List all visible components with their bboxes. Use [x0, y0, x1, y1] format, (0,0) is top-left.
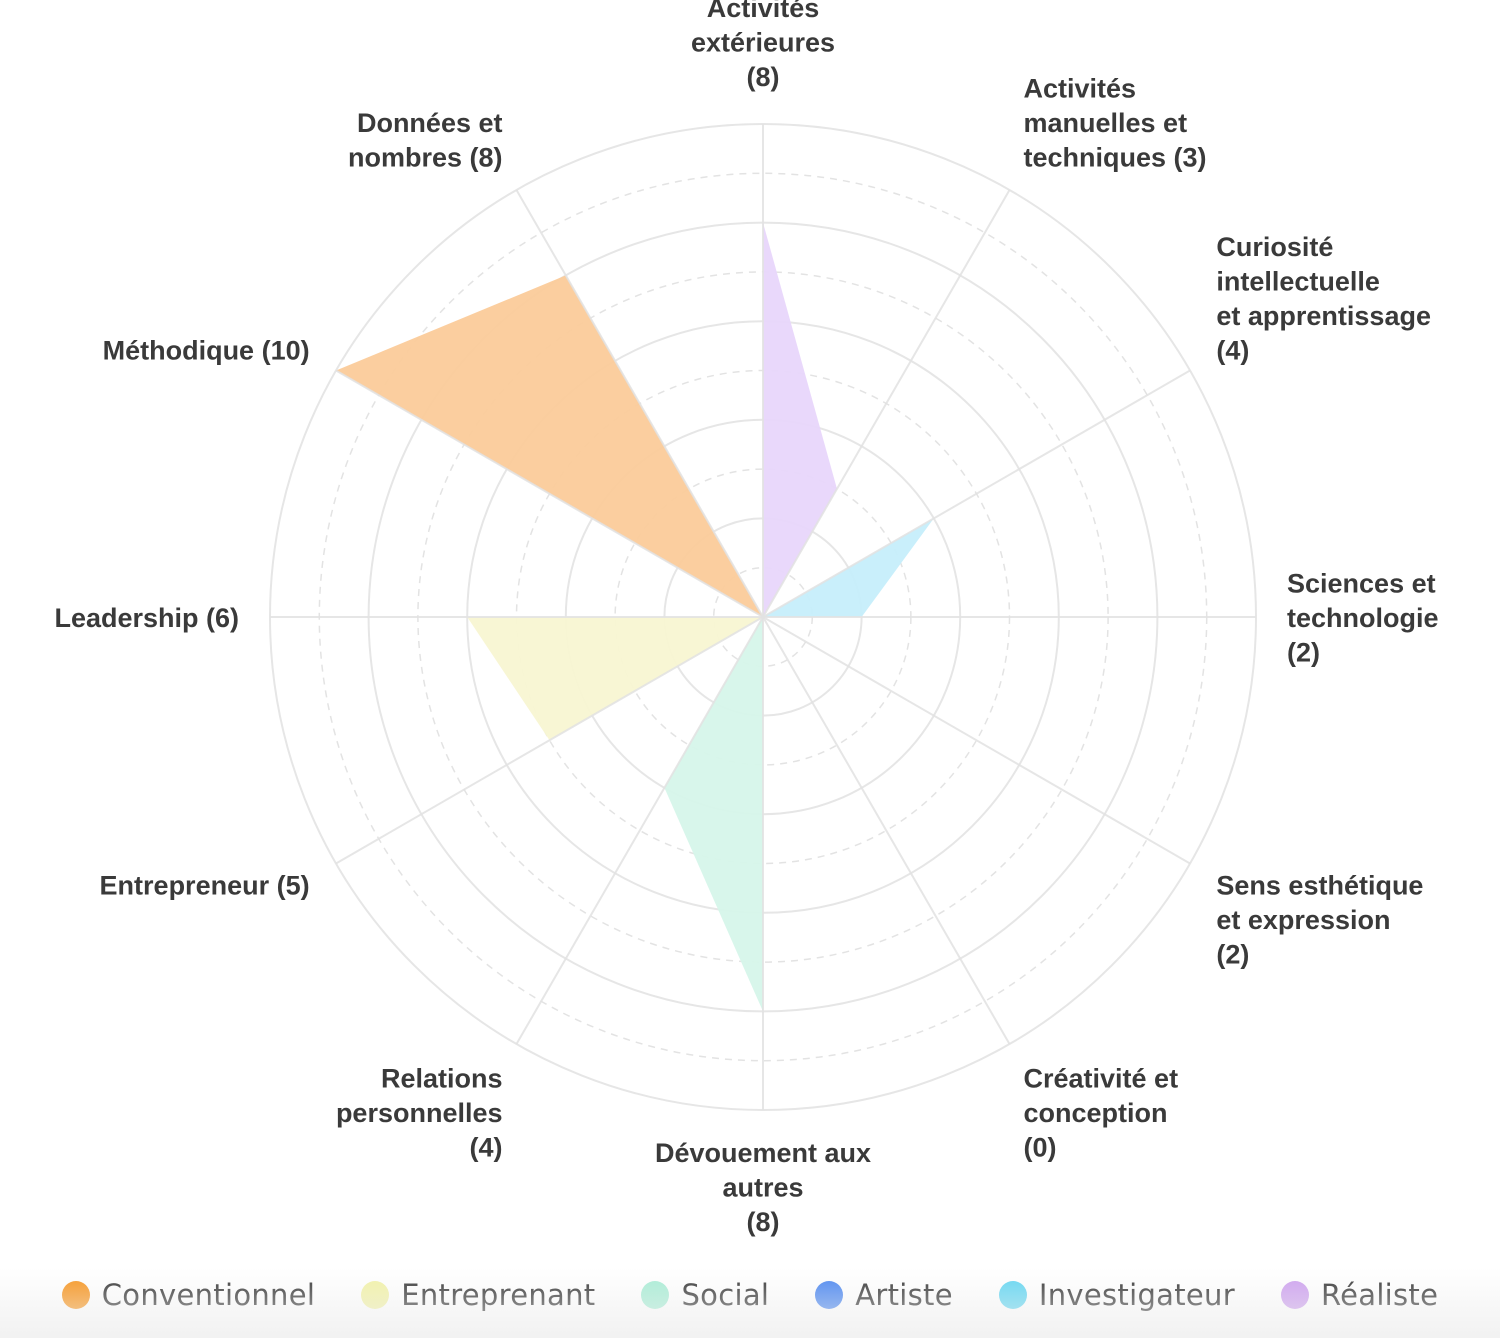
- axis-label-line: conception: [1024, 1098, 1168, 1128]
- spoke: [335, 369, 764, 618]
- spoke: [762, 616, 1011, 1045]
- axis-label-line: nombres (8): [348, 143, 503, 173]
- axis-label: Créativité et conception (0): [1024, 1063, 1179, 1162]
- axis-label-line: manuelles et: [1024, 108, 1188, 138]
- axis-label-line: techniques (3): [1024, 143, 1207, 173]
- axis-label: Données et nombres (8): [348, 108, 503, 173]
- axis-label-line: (2): [1287, 638, 1320, 668]
- axis-label-line: Relations: [381, 1063, 503, 1093]
- axis-label-line: et expression: [1216, 905, 1390, 935]
- legend-item-artiste[interactable]: Artiste: [815, 1278, 953, 1312]
- axis-label-line: (8): [747, 62, 780, 92]
- spoke: [515, 189, 764, 618]
- axis-label-line: Méthodique (10): [103, 336, 310, 366]
- area-social[interactable]: [664, 617, 763, 1012]
- axis-label-line: Créativité et: [1024, 1063, 1179, 1093]
- area-réaliste[interactable]: [763, 222, 837, 617]
- axis-label-line: Leadership (6): [54, 603, 239, 633]
- legend-dot: [998, 1281, 1027, 1309]
- axis-label-line: (4): [470, 1132, 503, 1162]
- legend-dot: [641, 1281, 670, 1309]
- axis-label: Dévouement aux autres (8): [655, 1138, 871, 1237]
- axis-label: Curiosité intellectuelle et apprentissage (…: [1216, 232, 1431, 366]
- radar-chart: Activités extérieures (8) Activités manuelle…: [54, 0, 1438, 1237]
- axis-label-line: Données et: [357, 108, 503, 138]
- axis-label: Méthodique (10): [103, 336, 310, 366]
- legend-label: Réaliste: [1320, 1278, 1439, 1312]
- legend-label: Investigateur: [1038, 1278, 1235, 1312]
- spoke: [515, 616, 764, 1045]
- axis-label: Entrepreneur (5): [100, 871, 310, 901]
- axis-label-line: Sciences et: [1287, 569, 1436, 599]
- legend-item-realiste[interactable]: Réaliste: [1280, 1278, 1439, 1312]
- spoke: [762, 369, 1191, 618]
- spoke: [762, 616, 1191, 865]
- legend-item-conventionnel[interactable]: Conventionnel: [61, 1278, 316, 1312]
- legend-dot: [815, 1281, 844, 1309]
- axis-label-line: autres: [722, 1173, 803, 1203]
- radar-spokes: [270, 124, 1256, 1110]
- axis-label-line: Dévouement aux: [655, 1138, 871, 1168]
- axis-label: Sens esthétique et expression (2): [1216, 871, 1423, 970]
- axis-label-line: personnelles: [336, 1098, 503, 1128]
- axis-label: Relations personnelles (4): [336, 1063, 503, 1162]
- legend-dot: [61, 1281, 90, 1309]
- spoke: [335, 616, 764, 865]
- axis-label-line: et apprentissage: [1216, 301, 1431, 331]
- legend-label: Entreprenant: [401, 1278, 596, 1312]
- spoke: [762, 189, 1011, 618]
- legend-label: Artiste: [855, 1278, 953, 1312]
- axis-labels: Activités extérieures (8) Activités manuelle…: [54, 0, 1438, 1237]
- axis-label-line: intellectuelle: [1216, 267, 1380, 297]
- axis-label-line: (0): [1024, 1132, 1057, 1162]
- legend-item-social[interactable]: Social: [641, 1278, 769, 1312]
- legend-item-entreprenant[interactable]: Entreprenant: [361, 1278, 595, 1312]
- legend-label: Conventionnel: [101, 1278, 316, 1312]
- axis-label-line: technologie: [1287, 603, 1439, 633]
- axis-label-line: Entrepreneur (5): [100, 871, 310, 901]
- axis-label-line: (2): [1216, 940, 1249, 970]
- legend-dot: [1280, 1281, 1309, 1309]
- axis-label: Leadership (6): [54, 603, 239, 633]
- legend-label: Social: [681, 1278, 770, 1312]
- axis-label-line: (4): [1216, 336, 1249, 366]
- axis-label-line: Curiosité: [1216, 232, 1333, 262]
- axis-label: Activités manuelles et techniques (3): [1024, 74, 1207, 173]
- area-entreprenant[interactable]: [467, 617, 763, 741]
- legend-item-investigateur[interactable]: Investigateur: [998, 1278, 1235, 1312]
- axis-label-line: extérieures: [691, 28, 835, 58]
- axis-label-line: Sens esthétique: [1216, 871, 1423, 901]
- axis-label-line: Activités: [707, 0, 820, 23]
- axis-label-line: Activités: [1024, 74, 1137, 104]
- legend: Conventionnel Entreprenant Social Artist…: [0, 1270, 1500, 1320]
- area-conventionnel[interactable]: [336, 275, 763, 617]
- axis-label-line: (8): [747, 1207, 780, 1237]
- axis-label: Activités extérieures (8): [691, 0, 835, 92]
- legend-dot: [361, 1281, 390, 1309]
- axis-label: Sciences et technologie (2): [1287, 569, 1439, 668]
